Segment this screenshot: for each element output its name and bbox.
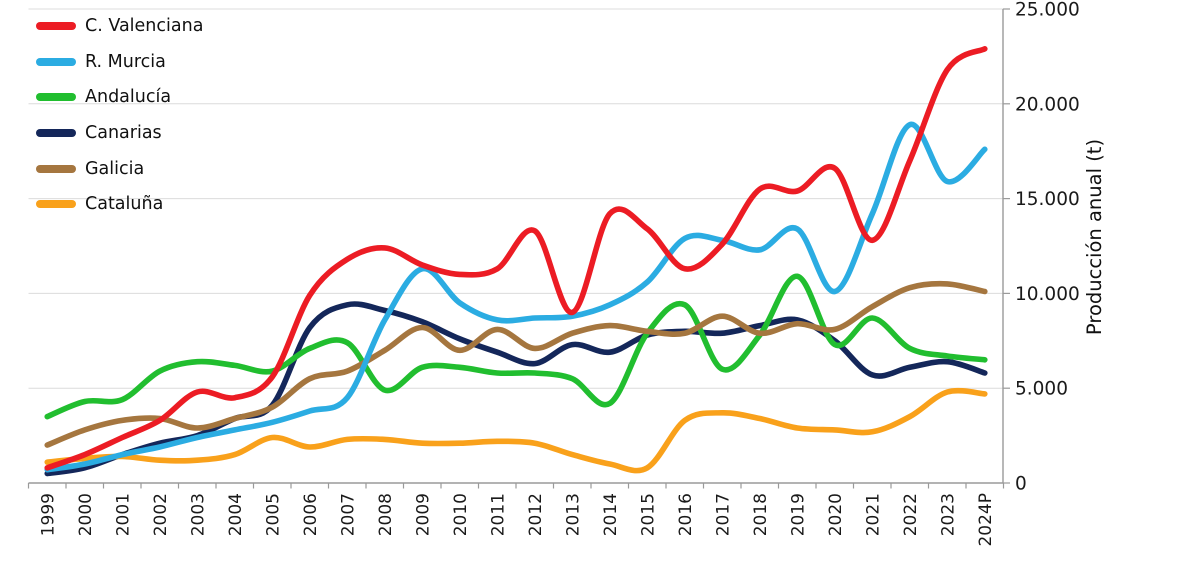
legend-swatch-icon [36,164,76,173]
y-axis-title: Producción anual (t) [1083,138,1106,336]
legend-label: C. Valenciana [85,15,204,36]
x-axis-tick-label: 2004 [226,493,246,536]
x-axis-tick-label: 2023 [938,493,958,536]
y-axis-tick-label: 20.000 [1015,94,1080,115]
legend-item-c-valenciana: C. Valenciana [36,8,203,44]
legend-item-andalucia: Andalucía [36,79,203,115]
x-axis-tick-label: 2008 [376,493,396,536]
y-axis-tick-label: 15.000 [1015,189,1080,210]
legend-item-canarias: Canarias [36,115,203,151]
legend-swatch-icon [36,128,76,137]
x-axis-tick-label: 2019 [788,493,808,536]
legend-label: R. Murcia [85,51,166,72]
x-axis-tick-label: 2021 [863,493,883,536]
y-axis-tick-label: 0 [1015,474,1027,495]
x-axis-tick-label: 2016 [676,493,696,536]
series-line-cataluna [44,387,988,474]
series-line-andalucia [44,273,988,420]
x-axis-tick-label: 2007 [338,493,358,536]
x-axis-tick-label: 2009 [413,493,433,536]
x-axis-tick-label: 1999 [38,493,58,536]
legend-label: Cataluña [85,194,164,215]
y-axis-tick-label: 25.000 [1015,0,1080,21]
legend-label: Galicia [85,158,145,179]
legend-label: Andalucía [85,87,172,108]
legend-swatch-icon [36,21,76,30]
x-axis-tick-label: 2024P [976,493,996,547]
y-axis-tick-label: 5.000 [1015,379,1068,400]
x-axis-tick-label: 2003 [188,493,208,536]
x-axis-tick-label: 2022 [901,493,921,536]
x-axis-tick-label: 2015 [638,493,658,536]
x-axis-tick-label: 2000 [76,493,96,536]
legend-swatch-icon [36,200,76,209]
legend-swatch-icon [36,57,76,66]
series-line-canarias [44,301,988,477]
series-line-r-murcia [44,121,988,473]
x-axis-tick-label: 2013 [563,493,583,536]
x-axis-tick-label: 2006 [301,493,321,536]
x-axis-tick-label: 2011 [488,493,508,536]
legend-item-cataluna: Cataluña [36,186,203,222]
x-axis-tick-label: 2005 [263,493,283,536]
series-line-galicia [44,280,988,448]
x-axis-tick-label: 2018 [751,493,771,536]
x-axis-tick-label: 2001 [113,493,133,536]
legend-item-galicia: Galicia [36,151,203,187]
legend-swatch-icon [36,93,76,102]
legend-item-r-murcia: R. Murcia [36,44,203,80]
series-line-c-valenciana [44,46,988,471]
y-axis-tick-label: 10.000 [1015,284,1080,305]
legend-label: Canarias [85,122,162,143]
x-axis-tick-label: 2017 [713,493,733,536]
x-axis-tick-label: 2014 [601,493,621,536]
legend: C. Valenciana R. Murcia Andalucía Canarias G… [36,8,203,222]
x-axis-tick-label: 2012 [526,493,546,536]
x-axis-tick-label: 2010 [451,493,471,536]
x-axis-tick-label: 2002 [151,493,171,536]
x-axis-tick-label: 2020 [826,493,846,536]
